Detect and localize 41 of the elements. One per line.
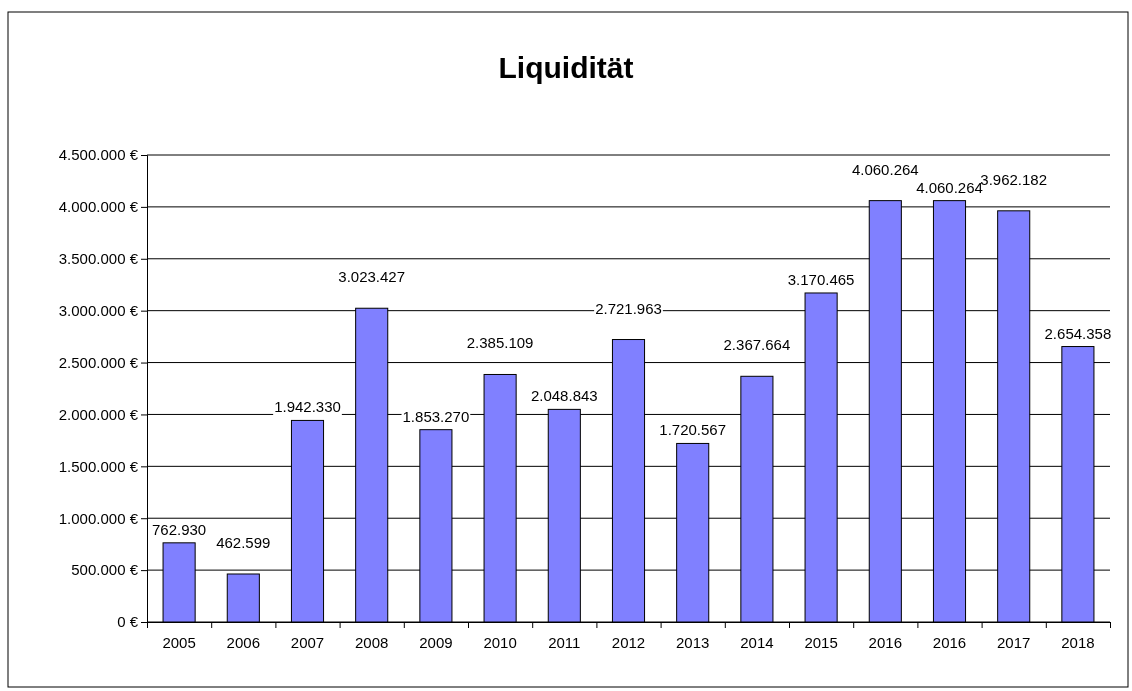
data-label: 2.385.109: [466, 334, 534, 352]
x-tick-label: 2017: [997, 634, 1031, 651]
x-tick-label: 2016: [932, 634, 967, 651]
data-label: 462.599: [216, 533, 271, 551]
x-tick-label: 2012: [611, 634, 646, 651]
x-tick-label: 2009: [419, 634, 453, 651]
x-tick-label: 2014: [740, 634, 774, 651]
y-tick-label: 2.500.000 €: [58, 353, 139, 371]
y-tick-label: 0 €: [117, 613, 139, 631]
x-tick-label: 2007: [290, 634, 325, 651]
x-tick-label: 2006: [226, 634, 260, 651]
y-tick-label: 2.000.000 €: [58, 405, 139, 423]
x-tick-label: 2013: [676, 634, 710, 651]
data-label: 2.367.664: [723, 336, 791, 354]
data-label: 3.962.182: [980, 170, 1048, 188]
y-tick-label: 3.000.000 €: [58, 301, 139, 319]
x-tick-label: 2016: [868, 634, 902, 651]
data-label: 3.170.465: [787, 270, 855, 288]
data-label: 1.720.567: [659, 421, 727, 439]
y-tick-label: 4.500.000 €: [58, 146, 139, 164]
chart-title: Liquidität: [498, 51, 634, 84]
x-tick-label: 2010: [483, 634, 517, 651]
data-label: 762.930: [151, 520, 207, 538]
y-tick-label: 3.500.000 €: [58, 250, 139, 268]
x-tick-label: 2018: [1061, 634, 1095, 651]
y-tick-label: 500.000 €: [71, 561, 139, 579]
data-label: 4.060.264: [916, 178, 983, 196]
data-label: 2.654.358: [1044, 324, 1112, 342]
x-tick-label: 2005: [162, 634, 196, 651]
x-tick-label: 2011: [548, 634, 581, 651]
x-tick-label: 2008: [355, 634, 389, 651]
data-label: 1.942.330: [274, 398, 341, 416]
y-tick-label: 4.000.000 €: [58, 198, 139, 216]
data-label: 3.023.427: [338, 268, 406, 286]
data-label: 2.721.963: [595, 299, 662, 317]
data-label: 4.060.264: [851, 160, 919, 178]
x-tick-label: 2015: [804, 634, 838, 651]
data-label: 2.048.843: [530, 387, 598, 405]
y-tick-label: 1.000.000 €: [58, 509, 139, 527]
y-tick-label: 1.500.000 €: [58, 457, 139, 475]
data-label: 1.853.270: [402, 407, 470, 425]
